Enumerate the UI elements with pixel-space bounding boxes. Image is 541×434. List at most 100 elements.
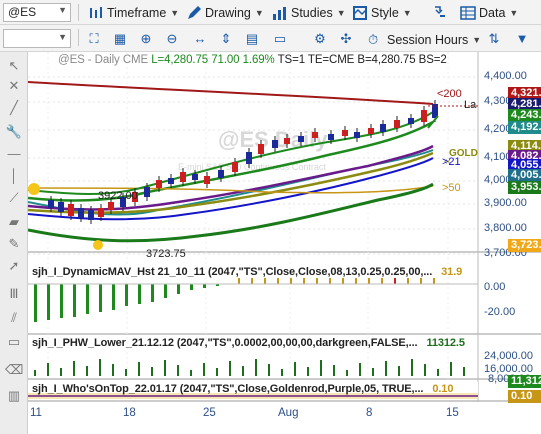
trendline-icon[interactable]: ╱ — [10, 100, 18, 115]
text-icon[interactable]: Ⅲ — [9, 286, 19, 301]
style-label: Style — [371, 5, 399, 20]
histogram-bar — [329, 278, 331, 284]
histogram-bar — [73, 361, 75, 376]
ruler-icon[interactable]: ▥ — [7, 388, 21, 403]
style-button[interactable]: Style ▼ — [352, 3, 412, 22]
pane-title-text: sjh_I_PHW_Lower_21.12.12 (2047,"TS",0.00… — [32, 337, 418, 349]
magnet-icon[interactable]: ⛶ — [89, 31, 99, 46]
price-axis-label: 4,400.00 — [484, 70, 527, 82]
pane3-value-tag: 0.10 — [508, 390, 541, 403]
moving-average-line — [27, 157, 434, 221]
histogram-bar — [294, 362, 296, 376]
cross-icon[interactable]: ✕ — [8, 78, 20, 93]
histogram-bar — [216, 368, 218, 376]
rectangle-icon[interactable]: ▭ — [7, 334, 21, 349]
candle-body — [368, 128, 374, 134]
sync-icon[interactable]: ⇅ — [488, 31, 500, 46]
channel-icon[interactable]: ▰ — [9, 214, 19, 229]
interval-select[interactable]: ▼ — [3, 29, 71, 48]
settings-icon[interactable]: ⚙ — [314, 31, 326, 46]
ma50-label: >50 — [442, 182, 461, 194]
histogram-bar — [433, 278, 435, 284]
pane-icon[interactable]: ▭ — [273, 31, 287, 46]
symbol-input[interactable]: @ES ▼ — [3, 3, 71, 22]
histogram-bar — [411, 359, 413, 376]
ray-icon[interactable]: ⟋ — [9, 190, 19, 205]
secondary-toolbar: ▼ ⛶ ▦ ⊕ ⊖ ↔ ⇕ ▤ ▭ ⚙ ✣ ⏱ Session Hours ▼ … — [0, 25, 541, 52]
caret-down-icon: ▼ — [254, 7, 264, 18]
header-bid: B=4,280.75 — [357, 54, 416, 66]
session-hours-button[interactable]: ⏱ Session Hours ▼ — [368, 30, 481, 49]
pane-title-text: sjh_I_DynamicMAV_Hst 21_10_11 (2047,"TS"… — [32, 266, 433, 278]
timeframe-icon — [90, 6, 102, 18]
price-tag: 4,243.92 — [508, 109, 541, 122]
eraser-icon[interactable]: ⌫ — [5, 362, 24, 377]
crosshair-icon[interactable]: ✣ — [340, 31, 352, 46]
vertical-line-icon[interactable]: │ — [9, 168, 19, 183]
candle-body — [108, 202, 114, 210]
expand-icon[interactable]: ⇕ — [220, 31, 232, 46]
histogram-bar — [303, 278, 305, 284]
header-pct: 1.69% — [242, 54, 275, 66]
histogram-bar — [138, 362, 140, 376]
price-tag: 4,114.92 — [508, 140, 541, 153]
moving-average-line — [27, 185, 434, 194]
histogram-bar — [450, 362, 452, 376]
fib-icon[interactable]: ⫽ — [11, 310, 17, 325]
histogram-bar — [385, 361, 387, 376]
low-label-1: 3922.00 — [98, 190, 138, 202]
histogram-bar — [420, 278, 422, 284]
studies-icon — [273, 6, 286, 20]
divider — [78, 29, 79, 46]
timeframe-button[interactable]: Timeframe ▼ — [88, 3, 179, 22]
time-axis-label: 15 — [446, 407, 459, 419]
data-button[interactable]: Data ▼ — [460, 3, 518, 22]
candle-body — [58, 202, 64, 212]
pane-title-whos-on-top: sjh_I_Who'sOnTop_22.01.17 (2047,"TS",Clo… — [32, 383, 453, 395]
histogram-bar — [151, 367, 153, 376]
chart-type-icon[interactable]: ▤ — [245, 31, 259, 46]
green-arrow — [427, 115, 439, 129]
pen-icon[interactable]: ✎ — [8, 236, 20, 251]
drawing-button[interactable]: Drawing ▼ — [186, 3, 264, 22]
scroll-left-icon[interactable]: ↔ — [193, 31, 207, 46]
candle-body — [408, 118, 414, 124]
chart-area[interactable]: @ES Daily E-mini S&P 500 Continuous Cont… — [27, 52, 541, 434]
wrench-icon[interactable]: 🔧 — [5, 124, 23, 139]
histogram-bar — [86, 284, 89, 314]
histogram-bar — [112, 284, 115, 310]
symbol-value: @ES — [8, 5, 37, 19]
price-chart[interactable]: @ES Daily E-mini S&P 500 Continuous Cont… — [27, 52, 541, 434]
lock-icon[interactable] — [432, 4, 448, 19]
candle-body — [312, 132, 318, 138]
candle-body — [380, 124, 386, 132]
candle-body — [168, 178, 174, 184]
drawing-label: Drawing — [205, 5, 251, 20]
pointer-icon[interactable]: ↖ — [8, 58, 20, 73]
marker-dot — [28, 183, 40, 195]
header-exchange: CME — [122, 54, 149, 66]
pane-title-text: sjh_I_Who'sOnTop_22.01.17 (2047,"TS",Clo… — [32, 383, 424, 395]
pane-title-phw-lower: sjh_I_PHW_Lower_21.12.12 (2047,"TS",0.00… — [32, 337, 465, 349]
histogram-bar — [229, 361, 231, 376]
zoom-in-icon[interactable]: ⊕ — [140, 31, 152, 46]
zoom-out-icon[interactable]: ⊖ — [166, 31, 178, 46]
histogram-bar — [190, 370, 192, 376]
more-icon[interactable]: ▼ — [515, 31, 529, 46]
divider — [78, 4, 79, 21]
header-ts: TS=1 — [277, 54, 306, 66]
histogram-bar — [264, 278, 266, 284]
histogram-bar — [242, 366, 244, 376]
dynamic-mav-histogram — [28, 278, 478, 322]
pane2-axis-label: 24,000.00 — [484, 350, 533, 362]
studies-button[interactable]: Studies ▼ — [272, 3, 346, 22]
time-axis-label: 18 — [123, 407, 136, 419]
histogram-bar — [359, 363, 361, 376]
histogram-bar — [268, 364, 270, 376]
horizontal-line-icon[interactable]: — — [7, 146, 21, 161]
moving-average-line — [27, 111, 434, 195]
histogram-bar — [60, 284, 63, 318]
grid-icon[interactable]: ▦ — [113, 31, 127, 46]
arrow-icon[interactable]: ➚ — [8, 258, 20, 273]
histogram-bar — [203, 363, 205, 376]
